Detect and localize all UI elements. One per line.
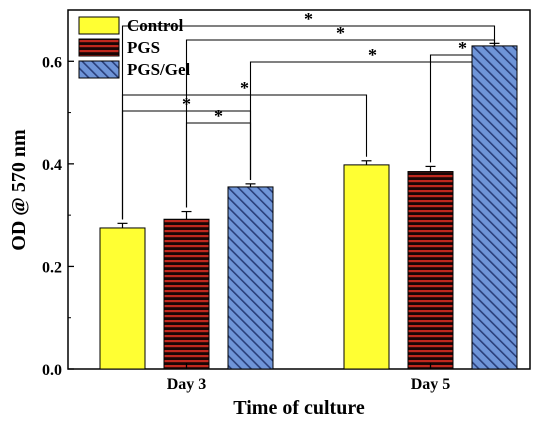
- y-tick-label: 0.4: [42, 157, 62, 174]
- bar-pgs-gel-day-5: [471, 45, 518, 370]
- bar-control-day-5: [343, 164, 390, 370]
- significance-star: *: [368, 45, 377, 65]
- legend-label-control: Control: [127, 16, 184, 35]
- y-axis-label: OD @ 570 nm: [8, 129, 30, 251]
- bar-control-day-3: [99, 227, 146, 370]
- y-tick-label: 0.6: [42, 54, 62, 71]
- significance-star: *: [214, 106, 223, 126]
- x-tick-label: Day 3: [167, 376, 207, 393]
- bar-pgs-gel-day-3: [227, 186, 274, 370]
- legend-label-pgs-gel: PGS/Gel: [127, 60, 191, 79]
- legend-label-pgs: PGS: [127, 38, 160, 57]
- significance-star: *: [336, 23, 345, 43]
- bar-pgs-day-3: [163, 218, 210, 370]
- legend-swatch-pgs: [78, 38, 120, 57]
- bars-group: [99, 42, 518, 370]
- plot-frame: [67, 9, 531, 370]
- legend-swatch-control: [78, 16, 120, 35]
- axes-group: 0.0 0.2 0.4 0.6 Day 3 Day 5: [42, 54, 450, 393]
- x-tick-label: Day 5: [411, 376, 451, 393]
- significance-star: *: [458, 38, 467, 58]
- significance-star: *: [304, 9, 313, 29]
- y-tick-label: 0.2: [42, 259, 62, 276]
- significance-bracket: [185, 122, 252, 208]
- significance-star: *: [240, 78, 249, 98]
- significance-star: *: [182, 94, 191, 114]
- bar-pgs-day-5: [407, 171, 454, 370]
- legend-swatch-pgs-gel: [78, 60, 120, 79]
- x-axis-label: Time of culture: [233, 397, 365, 419]
- legend: Control PGS PGS/Gel: [78, 16, 191, 79]
- y-tick-label: 0.0: [42, 362, 62, 379]
